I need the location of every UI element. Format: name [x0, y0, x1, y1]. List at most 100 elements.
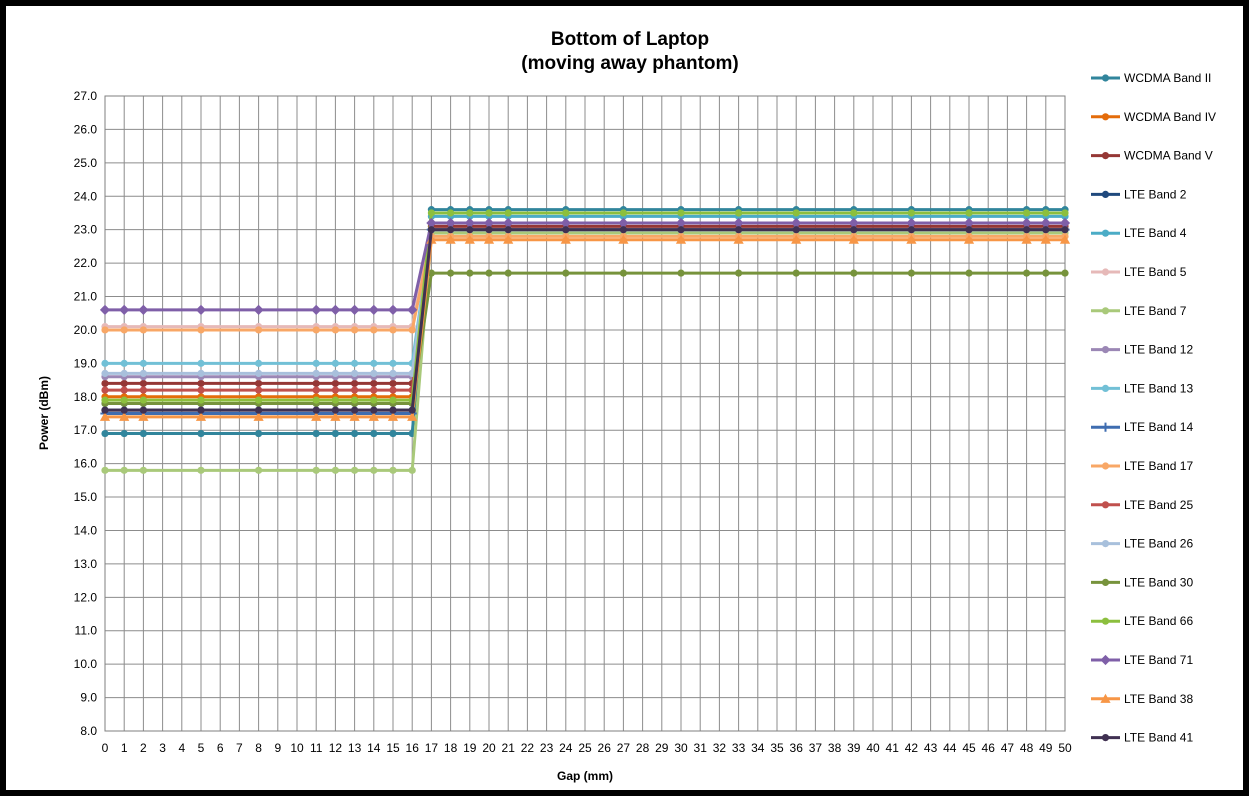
x-axis-ticks: 0 1 2 3 4 5 6 7 8 9 10 11 12 13 14 15 16 17 18 19 20 21 22 23 24… — [102, 741, 1072, 755]
data-point — [312, 369, 320, 377]
x-tick-label: 31 — [694, 741, 708, 755]
x-tick-label: 33 — [732, 741, 746, 755]
legend: WCDMA Band II WCDMA Band IV WCDMA Band V LT… — [1091, 71, 1216, 745]
data-point — [197, 379, 205, 388]
data-point — [255, 466, 263, 474]
data-point — [255, 369, 263, 377]
data-point — [351, 369, 359, 377]
data-point — [906, 234, 917, 244]
data-point — [562, 209, 570, 217]
data-point — [907, 209, 916, 217]
x-tick-label: 16 — [406, 741, 420, 755]
legend-label: LTE Band 12 — [1124, 343, 1193, 357]
legend-marker — [1100, 654, 1111, 666]
legend-item: LTE Band 66 — [1091, 614, 1193, 628]
data-point — [349, 411, 360, 421]
data-point — [675, 234, 687, 244]
data-point — [351, 429, 359, 438]
data-point — [618, 234, 629, 244]
legend-marker — [1101, 190, 1110, 198]
legend-marker — [1101, 307, 1110, 315]
data-point — [253, 411, 264, 421]
legend-label: WCDMA Band V — [1124, 149, 1213, 163]
data-point — [483, 234, 495, 244]
data-point — [312, 406, 320, 414]
x-tick-label: 46 — [982, 741, 996, 755]
data-point — [1040, 217, 1051, 229]
legend-marker — [1101, 617, 1110, 625]
legend-marker — [1101, 578, 1110, 587]
x-tick-label: 24 — [559, 741, 573, 755]
y-tick-label: 19.0 — [74, 356, 98, 370]
data-point — [791, 217, 802, 229]
data-point — [447, 269, 455, 277]
legend-marker — [1101, 113, 1110, 121]
series-lte-band-66 — [101, 209, 1069, 404]
data-point — [562, 269, 570, 277]
legend-label: LTE Band 26 — [1124, 537, 1193, 551]
legend-item: WCDMA Band V — [1091, 149, 1213, 163]
data-point — [485, 209, 493, 217]
data-point — [139, 406, 147, 414]
data-point — [850, 209, 858, 217]
data-point — [447, 226, 455, 234]
data-point — [735, 226, 743, 234]
y-tick-label: 14.0 — [74, 523, 98, 537]
data-point — [677, 209, 685, 217]
legend-item: LTE Band 14 — [1091, 420, 1193, 434]
data-point — [464, 217, 475, 229]
legend-marker — [1101, 384, 1110, 392]
data-point — [312, 466, 320, 474]
legend-item: LTE Band 26 — [1091, 537, 1193, 551]
data-point — [139, 429, 147, 438]
data-point — [197, 466, 205, 474]
x-tick-label: 10 — [290, 741, 304, 755]
data-point — [1021, 217, 1032, 229]
data-point — [312, 429, 320, 438]
data-point — [139, 466, 147, 474]
data-point — [503, 234, 514, 244]
data-point — [197, 429, 205, 438]
data-point — [312, 326, 320, 334]
x-tick-label: 50 — [1058, 741, 1072, 755]
data-point — [255, 379, 263, 388]
data-point — [1042, 226, 1050, 234]
data-point — [503, 217, 514, 229]
data-point — [447, 209, 455, 217]
legend-item: LTE Band 17 — [1091, 459, 1193, 473]
x-tick-label: 12 — [329, 741, 343, 755]
data-point — [101, 326, 109, 334]
data-point — [101, 429, 109, 438]
data-point — [792, 209, 800, 217]
data-point — [427, 269, 435, 277]
x-tick-label: 29 — [655, 741, 669, 755]
data-point — [464, 234, 475, 244]
y-tick-label: 16.0 — [74, 457, 98, 471]
data-point — [368, 411, 379, 421]
data-point — [255, 406, 263, 414]
y-tick-label: 21.0 — [74, 290, 98, 304]
data-point — [330, 411, 341, 421]
x-tick-label: 3 — [159, 741, 166, 755]
data-point — [619, 226, 628, 234]
data-point — [195, 304, 207, 315]
legend-marker — [1101, 346, 1110, 354]
legend-label: LTE Band 25 — [1124, 498, 1193, 512]
data-point — [99, 411, 111, 421]
data-point — [331, 396, 339, 404]
data-point — [619, 209, 628, 217]
x-tick-label: 9 — [274, 741, 281, 755]
data-point — [330, 304, 341, 315]
data-point — [963, 217, 975, 229]
data-point — [197, 406, 205, 414]
x-tick-label: 13 — [348, 741, 362, 755]
legend-label: LTE Band 5 — [1124, 265, 1187, 279]
data-point — [331, 359, 339, 367]
x-tick-label: 11 — [310, 741, 323, 755]
x-tick-label: 8 — [255, 741, 262, 755]
data-point — [427, 226, 435, 234]
y-tick-label: 12.0 — [74, 590, 98, 604]
data-point — [255, 396, 263, 404]
data-point — [351, 359, 359, 367]
data-point — [389, 326, 397, 334]
